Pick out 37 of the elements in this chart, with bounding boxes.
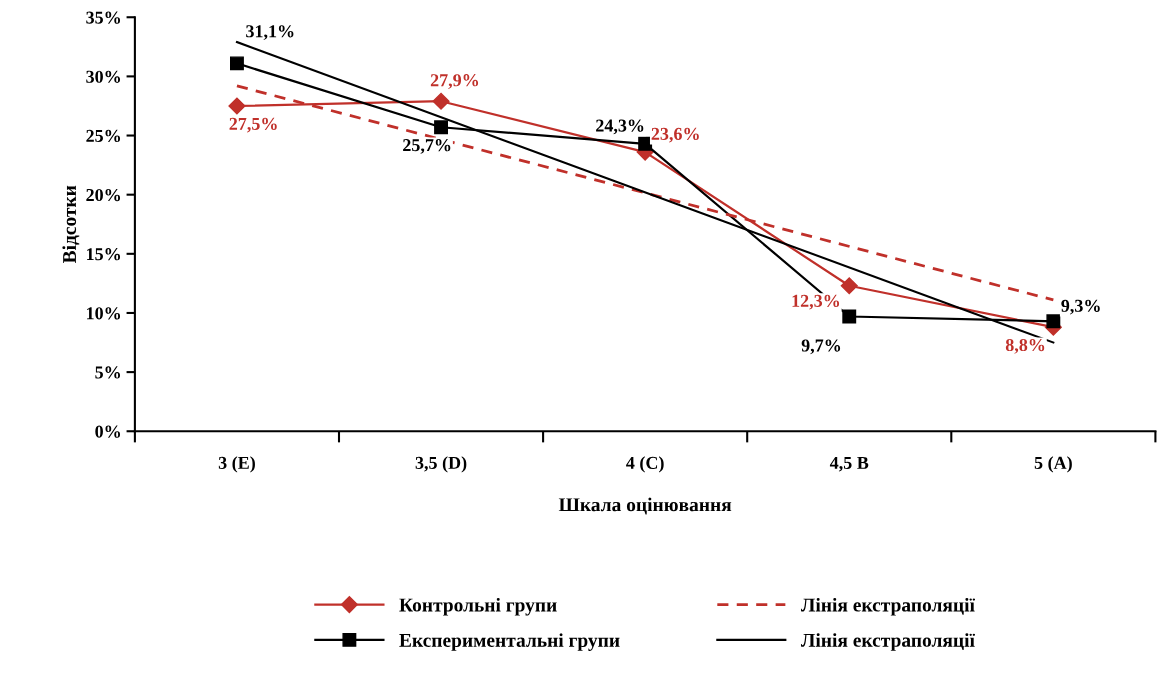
y-tick-label: 35% xyxy=(86,11,121,24)
x-tick-label: 4,5 B xyxy=(829,456,869,472)
y-tick-label: 30% xyxy=(86,70,121,83)
point xyxy=(638,136,653,151)
data-label: 27,5% xyxy=(229,117,277,133)
legend-label: Лінія екстраполяції xyxy=(800,597,976,616)
data-label: 27,9% xyxy=(430,74,479,89)
y-tick-label: 20% xyxy=(86,188,121,202)
data-label: 23,6% xyxy=(651,127,699,143)
data-label: 25,7% xyxy=(403,139,451,154)
point xyxy=(1046,314,1061,329)
x-tick-label: 5 (A) xyxy=(1034,456,1072,473)
point xyxy=(230,56,244,71)
y-axis-title: Відсотки xyxy=(62,185,80,264)
x-tick-label: 3 (E) xyxy=(218,456,255,473)
data-label: 12,3% xyxy=(792,294,840,310)
point xyxy=(842,309,857,324)
data-label: 9,3% xyxy=(1061,299,1100,315)
y-tick-label: 5% xyxy=(95,366,121,379)
data-label: 31,1% xyxy=(246,25,294,40)
x-tick-label: 4 (C) xyxy=(626,456,664,473)
point xyxy=(432,92,450,110)
y-tick-label: 25% xyxy=(86,129,121,143)
y-tick-label: 15% xyxy=(87,248,121,261)
point xyxy=(840,277,858,295)
x-axis-title: Шкала оцінювання xyxy=(558,497,732,515)
point xyxy=(434,120,448,135)
legend-label: Лінія екстраполяції xyxy=(800,633,976,651)
y-tick-label: 0% xyxy=(95,425,121,438)
legend-label: Експериментальні групи xyxy=(399,633,620,651)
x-tick-label: 3,5 (D) xyxy=(415,456,467,473)
point xyxy=(228,97,246,115)
data-label: 24,3% xyxy=(596,119,644,135)
legend-label: Контрольні групи xyxy=(399,597,557,616)
data-label: 9,7% xyxy=(801,339,841,355)
y-tick-label: 10% xyxy=(87,307,121,320)
data-label: 8,8% xyxy=(1005,338,1045,354)
